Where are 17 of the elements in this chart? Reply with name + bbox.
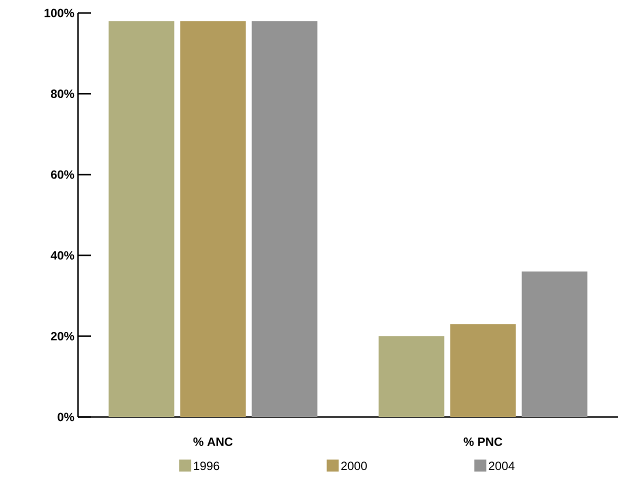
y-tick-label: 60% xyxy=(50,170,74,179)
bar xyxy=(450,324,516,417)
x-tick-label: % PNC xyxy=(464,438,502,446)
legend-label: 1996 xyxy=(194,462,220,470)
y-tick-label: 40% xyxy=(50,251,74,260)
bar xyxy=(378,336,444,417)
bar xyxy=(522,272,588,417)
legend-label: 2004 xyxy=(488,462,515,470)
bar xyxy=(252,21,318,417)
bar xyxy=(180,21,246,417)
legend-label: 2000 xyxy=(341,462,367,470)
y-tick-label: 0% xyxy=(58,412,74,422)
x-tick-label: % ANC xyxy=(193,438,233,446)
y-tick-label: 80% xyxy=(50,90,74,98)
y-tick-label: 20% xyxy=(50,332,74,340)
bar xyxy=(108,21,174,417)
y-tick-label: 100% xyxy=(44,8,74,18)
